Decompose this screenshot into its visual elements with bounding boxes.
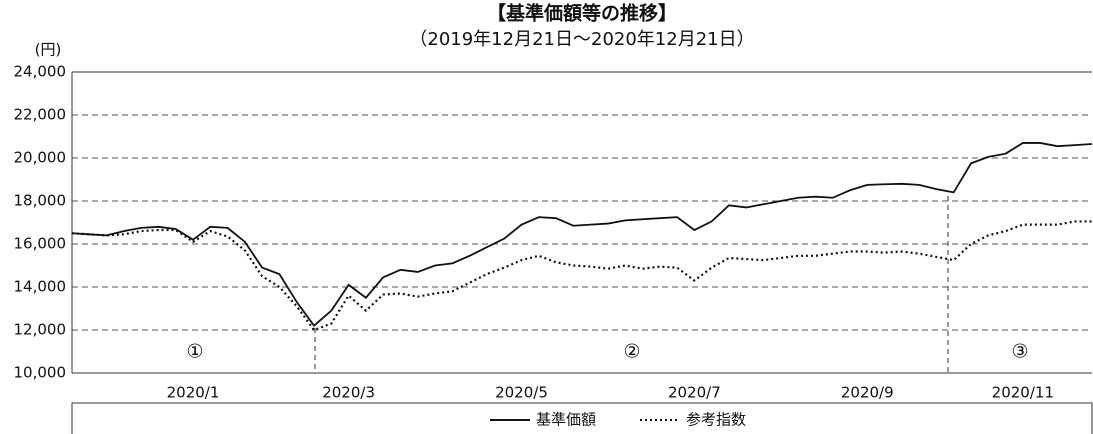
- y-tick-label: 18,000: [14, 192, 67, 210]
- annotation: ②: [623, 341, 640, 363]
- y-tick-label: 24,000: [14, 63, 67, 81]
- annotation: ③: [1011, 341, 1028, 363]
- legend-label: 参考指数: [686, 411, 746, 429]
- x-tick-label: 2020/9: [841, 384, 894, 402]
- y-tick-label: 16,000: [14, 235, 67, 253]
- series-line: [71, 220, 1092, 332]
- x-tick-label: 2020/3: [322, 384, 375, 402]
- x-tick-label: 2020/5: [495, 384, 548, 402]
- annotation: ①: [186, 341, 203, 363]
- chart-title: 【基準価額等の推移】: [487, 2, 677, 25]
- x-tick-label: 2020/11: [992, 384, 1054, 402]
- y-unit: (円): [35, 41, 62, 59]
- x-tick-label: 2020/1: [167, 384, 220, 402]
- y-tick-label: 14,000: [14, 278, 67, 296]
- y-tick-label: 12,000: [14, 321, 67, 339]
- legend-box: [71, 402, 1093, 434]
- x-tick-label: 2020/7: [668, 384, 721, 402]
- legend-label: 基準価額: [536, 411, 596, 429]
- series-line: [71, 142, 1093, 328]
- y-tick-label: 22,000: [14, 106, 67, 124]
- y-tick-label: 10,000: [14, 364, 67, 382]
- y-tick-label: 20,000: [14, 149, 67, 167]
- chart-subtitle: （2019年12月21日～2020年12月21日）: [409, 29, 754, 50]
